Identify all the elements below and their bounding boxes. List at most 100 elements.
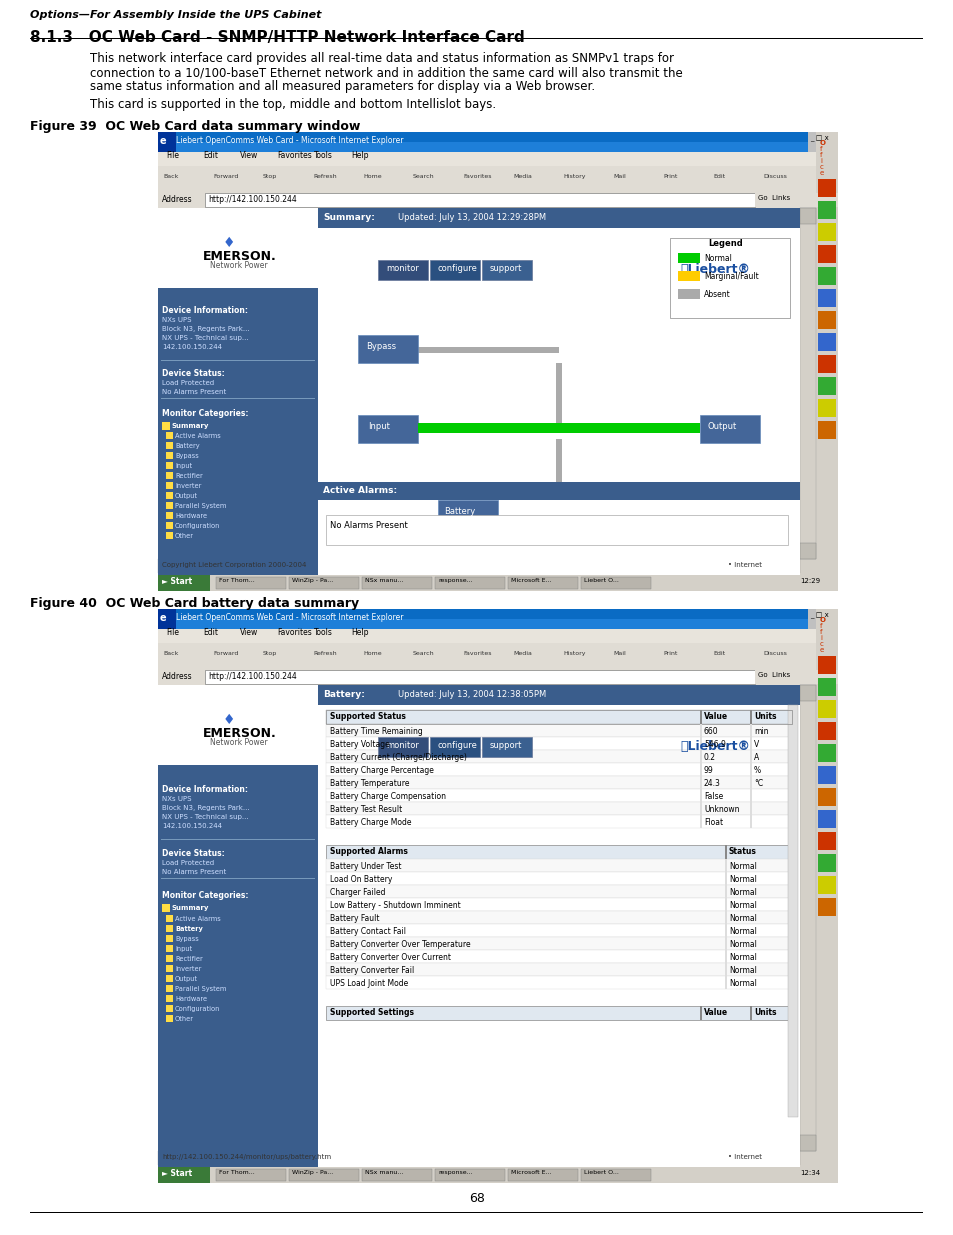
Text: e: e — [160, 136, 167, 146]
Text: NSx manu...: NSx manu... — [365, 578, 403, 583]
Text: Status: Status — [728, 847, 756, 856]
Bar — [749, 776, 751, 789]
Bar — [556, 438, 561, 500]
Bar — [158, 191, 837, 207]
Text: i: i — [820, 158, 821, 164]
Bar — [326, 911, 791, 924]
Text: Device Information:: Device Information: — [162, 306, 248, 315]
Bar — [326, 1007, 791, 1020]
Bar — [817, 898, 835, 916]
Bar — [158, 643, 837, 669]
Text: Battery: Battery — [174, 926, 203, 932]
Bar — [326, 976, 791, 989]
Bar — [817, 700, 835, 718]
Bar — [166, 1015, 172, 1023]
Bar — [724, 963, 726, 976]
Text: f: f — [820, 629, 821, 635]
Text: Normal: Normal — [728, 966, 756, 974]
Bar — [158, 132, 175, 152]
Text: %: % — [753, 766, 760, 776]
Bar — [158, 207, 800, 576]
Text: Summary: Summary — [172, 905, 210, 911]
Text: O: O — [820, 140, 825, 146]
Text: Battery Time Remaining: Battery Time Remaining — [330, 727, 422, 736]
Bar — [724, 872, 726, 885]
Text: Battery: Battery — [443, 508, 475, 516]
Text: Battery Contact Fail: Battery Contact Fail — [330, 927, 406, 936]
Text: Parallel System: Parallel System — [174, 503, 226, 509]
Text: ► Start: ► Start — [162, 1170, 192, 1178]
Text: Bypass: Bypass — [366, 342, 395, 351]
Text: Network Power: Network Power — [210, 261, 268, 270]
Bar — [377, 261, 428, 280]
Text: Network Power: Network Power — [210, 739, 268, 747]
Bar — [158, 629, 837, 643]
Text: Stop: Stop — [263, 651, 277, 656]
Text: connection to a 10/100-baseT Ethernet network and in addition the same card will: connection to a 10/100-baseT Ethernet ne… — [90, 65, 682, 79]
Text: 12:29: 12:29 — [800, 578, 820, 584]
Text: Block N3, Regents Park...: Block N3, Regents Park... — [162, 805, 250, 811]
Bar — [700, 710, 701, 724]
Bar — [817, 289, 835, 308]
Text: monitor: monitor — [386, 741, 418, 750]
Text: Output: Output — [707, 422, 737, 431]
Bar — [166, 472, 172, 479]
Text: File: File — [166, 151, 179, 161]
Text: Mail: Mail — [613, 174, 625, 179]
Text: Print: Print — [662, 651, 677, 656]
Bar — [317, 207, 800, 228]
Bar — [166, 995, 172, 1002]
Bar — [507, 577, 578, 589]
Text: Absent: Absent — [703, 290, 730, 299]
Bar — [317, 228, 800, 576]
Bar — [317, 705, 800, 1167]
Text: Monitor Categories:: Monitor Categories: — [162, 890, 248, 900]
Text: Active Alarms:: Active Alarms: — [323, 487, 396, 495]
Bar — [800, 207, 815, 559]
Bar — [158, 207, 382, 288]
Text: Address: Address — [162, 195, 193, 204]
Bar — [817, 179, 835, 198]
Bar — [289, 577, 358, 589]
Text: Battery Current (Charge/Discharge): Battery Current (Charge/Discharge) — [330, 753, 466, 762]
Bar — [800, 207, 815, 224]
Bar — [326, 763, 791, 776]
Text: Help: Help — [351, 629, 368, 637]
Text: O: O — [820, 618, 825, 622]
Text: View: View — [240, 629, 258, 637]
Bar — [754, 193, 837, 207]
Bar — [678, 270, 700, 282]
Text: 99: 99 — [703, 766, 713, 776]
Text: NXs UPS: NXs UPS — [162, 317, 192, 324]
Text: This card is supported in the top, middle and bottom Intellislot bays.: This card is supported in the top, middl… — [90, 98, 496, 111]
Bar — [817, 333, 835, 351]
Text: Normal: Normal — [728, 862, 756, 871]
Text: Supported Settings: Supported Settings — [330, 1008, 414, 1016]
Text: Normal: Normal — [703, 254, 731, 263]
Text: Supported Status: Supported Status — [330, 713, 405, 721]
Text: Active Alarms: Active Alarms — [174, 433, 220, 438]
Text: Updated: July 13, 2004 12:29:28PM: Updated: July 13, 2004 12:29:28PM — [397, 212, 545, 222]
Text: 660: 660 — [703, 727, 718, 736]
Text: Liebert O...: Liebert O... — [583, 578, 618, 583]
Bar — [326, 802, 791, 815]
Text: Device Information:: Device Information: — [162, 785, 248, 794]
Bar — [158, 1151, 800, 1165]
Bar — [817, 810, 835, 827]
Text: configure: configure — [437, 741, 477, 750]
Bar — [724, 950, 726, 963]
Bar — [700, 724, 701, 737]
Text: Figure 39  OC Web Card data summary window: Figure 39 OC Web Card data summary windo… — [30, 120, 360, 133]
Bar — [749, 763, 751, 776]
Bar — [749, 789, 751, 802]
Text: No Alarms Present: No Alarms Present — [162, 389, 226, 395]
Bar — [317, 500, 800, 576]
Bar — [326, 898, 791, 911]
Bar — [724, 898, 726, 911]
Text: e: e — [820, 170, 823, 177]
Text: Home: Home — [363, 174, 381, 179]
Bar — [158, 288, 317, 576]
Text: Media: Media — [513, 174, 532, 179]
Text: Microsoft E...: Microsoft E... — [511, 578, 551, 583]
Text: Float: Float — [703, 818, 722, 827]
